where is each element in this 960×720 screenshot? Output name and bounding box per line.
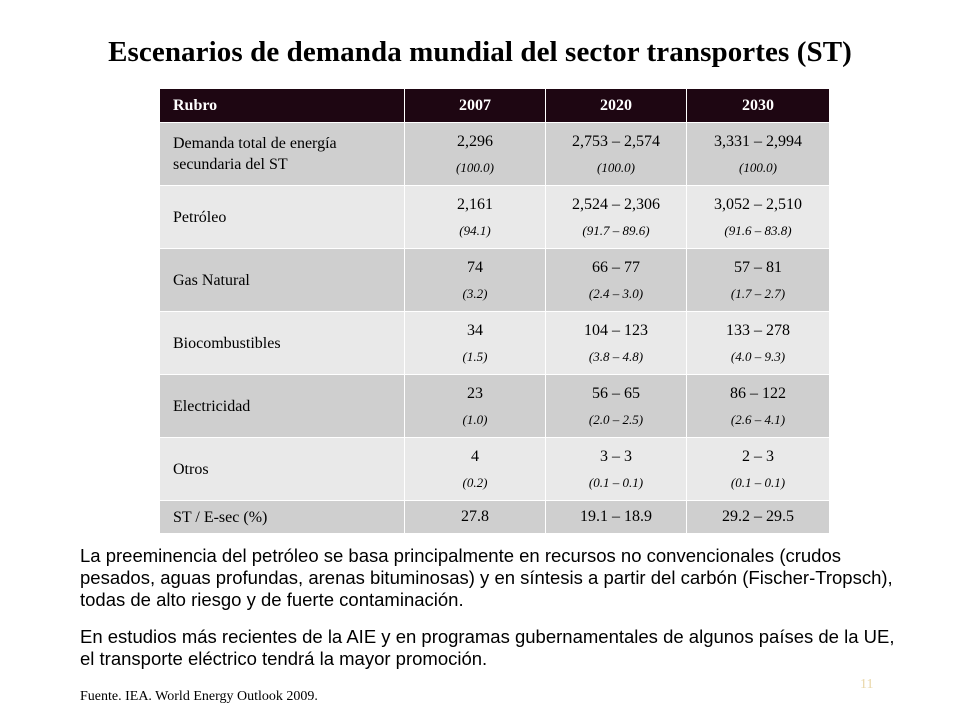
cell-percent: (91.6 – 83.8): [724, 223, 792, 238]
cell-percent: (91.7 – 89.6): [582, 223, 650, 238]
cell-2030: 29.2 – 29.5: [686, 500, 830, 534]
row-label: Petróleo: [159, 185, 405, 249]
cell-value: 2,161: [457, 196, 493, 213]
demand-table: Rubro 2007 2020 2030 Demanda total de en…: [159, 88, 830, 534]
cell-percent: (2.0 – 2.5): [588, 412, 644, 427]
source-note: Fuente. IEA. World Energy Outlook 2009.: [80, 689, 318, 704]
slide-title: Escenarios de demanda mundial del sector…: [108, 36, 852, 68]
cell-value: 19.1 – 18.9: [580, 508, 652, 525]
cell-2030: 3,331 – 2,994 (100.0): [686, 122, 830, 186]
row-label: Gas Natural: [159, 248, 405, 312]
table-row: Otros 4 (0.2) 3 – 3 (0.1 – 0.1) 2 – 3 (0.1 …: [159, 437, 830, 501]
row-label: Electricidad: [159, 374, 405, 438]
cell-value: 3 – 3: [600, 448, 632, 465]
table-row: Electricidad 23 (1.0) 56 – 65 (2.0 – 2.5) …: [159, 374, 830, 438]
table-row: Biocombustibles 34 (1.5) 104 – 123 (3.8 – …: [159, 311, 830, 375]
cell-percent: (1.5): [462, 349, 488, 364]
cell-percent: (4.0 – 9.3): [730, 349, 786, 364]
cell-value: 2,524 – 2,306: [572, 196, 660, 213]
cell-2030: 3,052 – 2,510 (91.6 – 83.8): [686, 185, 830, 249]
header-rubro: Rubro: [159, 88, 405, 123]
cell-percent: (100.0): [456, 160, 494, 175]
cell-percent: (0.1 – 0.1): [588, 475, 644, 490]
cell-percent: (0.1 – 0.1): [730, 475, 786, 490]
cell-value: 3,331 – 2,994: [714, 133, 802, 150]
cell-2030: 57 – 81 (1.7 – 2.7): [686, 248, 830, 312]
cell-2007: 23 (1.0): [404, 374, 546, 438]
cell-percent: (1.7 – 2.7): [730, 286, 786, 301]
cell-2007: 2,161 (94.1): [404, 185, 546, 249]
cell-2020: 56 – 65 (2.0 – 2.5): [545, 374, 687, 438]
cell-percent: (0.2): [462, 475, 488, 490]
cell-value: 4: [471, 448, 479, 465]
row-label: ST / E-sec (%): [159, 500, 405, 534]
cell-2020: 104 – 123 (3.8 – 4.8): [545, 311, 687, 375]
table-row: Demanda total de energía secundaria del …: [159, 122, 830, 186]
cell-2007: 74 (3.2): [404, 248, 546, 312]
cell-value: 2 – 3: [742, 448, 774, 465]
cell-percent: (100.0): [597, 160, 635, 175]
cell-value: 27.8: [461, 508, 489, 525]
cell-2030: 133 – 278 (4.0 – 9.3): [686, 311, 830, 375]
table-header-row: Rubro 2007 2020 2030: [159, 88, 830, 123]
cell-percent: (100.0): [739, 160, 777, 175]
cell-2030: 2 – 3 (0.1 – 0.1): [686, 437, 830, 501]
cell-2020: 2,753 – 2,574 (100.0): [545, 122, 687, 186]
table-row: ST / E-sec (%) 27.8 19.1 – 18.9 29.2 – 2…: [159, 500, 830, 534]
cell-percent: (2.4 – 3.0): [588, 286, 644, 301]
cell-2030: 86 – 122 (2.6 – 4.1): [686, 374, 830, 438]
cell-value: 23: [467, 385, 483, 402]
cell-2007: 27.8: [404, 500, 546, 534]
paragraph-estudios: En estudios más recientes de la AIE y en…: [80, 626, 895, 669]
cell-2007: 4 (0.2): [404, 437, 546, 501]
cell-percent: (94.1): [459, 223, 491, 238]
cell-percent: (3.2): [462, 286, 488, 301]
page-number: 11: [860, 677, 874, 692]
cell-2007: 34 (1.5): [404, 311, 546, 375]
header-2020: 2020: [545, 88, 687, 123]
cell-2020: 3 – 3 (0.1 – 0.1): [545, 437, 687, 501]
paragraph-petroleo: La preeminencia del petróleo se basa pri…: [80, 545, 893, 610]
cell-value: 57 – 81: [734, 259, 782, 276]
cell-value: 2,753 – 2,574: [572, 133, 660, 150]
cell-value: 29.2 – 29.5: [722, 508, 794, 525]
row-label: Biocombustibles: [159, 311, 405, 375]
table-row: Gas Natural 74 (3.2) 66 – 77 (2.4 – 3.0) 5…: [159, 248, 830, 312]
cell-percent: (1.0): [462, 412, 488, 427]
header-2030: 2030: [686, 88, 830, 123]
cell-2020: 2,524 – 2,306 (91.7 – 89.6): [545, 185, 687, 249]
row-label: Otros: [159, 437, 405, 501]
cell-percent: (3.8 – 4.8): [588, 349, 644, 364]
cell-value: 66 – 77: [592, 259, 640, 276]
cell-value: 133 – 278: [726, 322, 790, 339]
cell-value: 74: [467, 259, 483, 276]
table-row: Petróleo 2,161 (94.1) 2,524 – 2,306 (91.7 …: [159, 185, 830, 249]
cell-2020: 19.1 – 18.9: [545, 500, 687, 534]
cell-percent: (2.6 – 4.1): [730, 412, 786, 427]
row-label: Demanda total de energía secundaria del …: [159, 122, 405, 186]
cell-value: 104 – 123: [584, 322, 648, 339]
cell-2007: 2,296 (100.0): [404, 122, 546, 186]
cell-value: 34: [467, 322, 483, 339]
cell-value: 56 – 65: [592, 385, 640, 402]
cell-2020: 66 – 77 (2.4 – 3.0): [545, 248, 687, 312]
cell-value: 3,052 – 2,510: [714, 196, 802, 213]
header-2007: 2007: [404, 88, 546, 123]
cell-value: 2,296: [457, 133, 493, 150]
cell-value: 86 – 122: [730, 385, 786, 402]
